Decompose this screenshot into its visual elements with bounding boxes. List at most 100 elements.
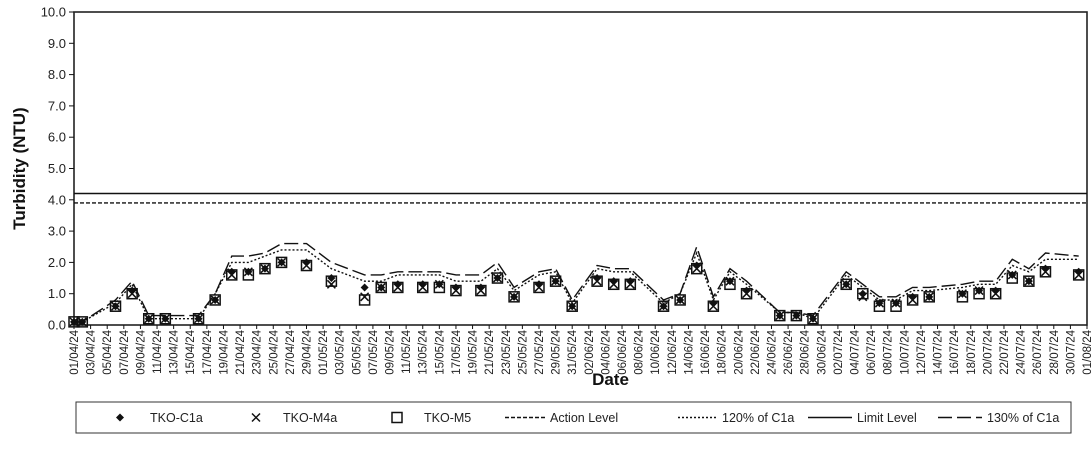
y-tick-label: 0.0 bbox=[48, 318, 66, 333]
x-tick-label: 10/07/24 bbox=[899, 329, 911, 374]
y-tick-label: 3.0 bbox=[48, 224, 66, 239]
data-point-square bbox=[242, 269, 255, 281]
x-tick-label: 09/05/24 bbox=[385, 329, 397, 374]
data-point-square bbox=[840, 278, 852, 291]
data-point-cross bbox=[376, 282, 386, 292]
data-point-cross bbox=[908, 295, 918, 305]
data-point-cross bbox=[742, 289, 752, 299]
x-tick-label: 03/05/24 bbox=[335, 329, 347, 374]
x-tick-label: 17/04/24 bbox=[202, 329, 214, 374]
data-point-square bbox=[1039, 266, 1052, 278]
y-tick-label: 2.0 bbox=[48, 255, 66, 270]
legend-label: Limit Level bbox=[857, 411, 917, 425]
data-point-square bbox=[591, 275, 603, 287]
y-tick-label: 5.0 bbox=[48, 161, 66, 176]
x-tick-label: 15/05/24 bbox=[434, 329, 446, 374]
data-point-square bbox=[923, 291, 935, 303]
data-point-cross bbox=[924, 292, 934, 302]
y-tick-label: 6.0 bbox=[48, 130, 66, 145]
x-tick-label: 30/07/24 bbox=[1065, 329, 1077, 374]
data-point-square bbox=[450, 284, 462, 297]
data-point-square bbox=[657, 300, 670, 312]
x-tick-label: 30/06/24 bbox=[816, 329, 828, 374]
x-tick-label: 19/05/24 bbox=[468, 329, 480, 374]
y-tick-label: 4.0 bbox=[48, 192, 66, 207]
x-tick-label: 10/06/24 bbox=[650, 329, 662, 374]
x-tick-label: 16/06/24 bbox=[700, 329, 712, 374]
data-point-cross bbox=[301, 260, 312, 271]
y-tick-label: 9.0 bbox=[48, 36, 66, 51]
data-point-square bbox=[1072, 269, 1085, 281]
data-point-square bbox=[142, 312, 155, 325]
data-point-cross bbox=[476, 286, 486, 296]
data-point-cross bbox=[393, 282, 403, 292]
legend-box bbox=[75, 401, 1072, 434]
data-point-square bbox=[674, 294, 686, 306]
data-point-square bbox=[690, 262, 703, 275]
x-tick-label: 19/04/24 bbox=[218, 329, 230, 374]
data-point-square bbox=[890, 300, 902, 312]
legend-label: TKO-M4a bbox=[283, 411, 337, 425]
data-point-square bbox=[433, 281, 446, 294]
legend-label: TKO-M5 bbox=[424, 411, 471, 425]
data-point-square bbox=[475, 284, 487, 297]
data-point-cross bbox=[360, 292, 370, 302]
data-point-cross bbox=[841, 279, 851, 289]
data-point-diamond bbox=[360, 283, 369, 292]
x-tick-label: 13/04/24 bbox=[169, 329, 181, 374]
series-tko-m4a bbox=[69, 257, 1084, 327]
x-tick-label: 22/07/24 bbox=[999, 329, 1011, 374]
data-point-cross bbox=[874, 298, 884, 308]
x-tick-label: 25/05/24 bbox=[517, 329, 529, 374]
data-point-cross bbox=[110, 301, 121, 311]
data-point-cross bbox=[808, 314, 818, 324]
data-point-cross bbox=[858, 292, 868, 302]
x-tick-label: 04/07/24 bbox=[850, 329, 862, 374]
data-point-square bbox=[300, 259, 313, 272]
x-tick-label: 24/06/24 bbox=[766, 329, 778, 374]
data-point-square bbox=[192, 312, 205, 325]
x-tick-label: 08/06/24 bbox=[634, 329, 646, 374]
data-point-cross bbox=[260, 264, 270, 274]
legend: TKO-C1a TKO-M4a TKO-M5 Action Level 120% of … bbox=[75, 401, 1072, 434]
data-point-square bbox=[1006, 272, 1019, 284]
legend-item-limit-level: Limit Level bbox=[808, 411, 917, 425]
x-tick-label: 18/06/24 bbox=[717, 329, 729, 374]
data-point-cross bbox=[451, 286, 461, 296]
x-axis-ticks: 01/04/24 03/04/24 05/04/24 07/04/24 09/04/24… bbox=[69, 325, 1092, 375]
data-point-square bbox=[126, 287, 138, 300]
data-point-square bbox=[491, 272, 504, 284]
x-tick-label: 20/07/24 bbox=[982, 329, 994, 374]
data-point-cross bbox=[692, 264, 702, 274]
data-point-cross bbox=[326, 279, 336, 289]
data-point-cross bbox=[509, 292, 519, 302]
legend-item-tko-m5: TKO-M5 bbox=[391, 411, 471, 425]
data-point-diamond bbox=[116, 413, 124, 422]
x-tick-label: 08/07/24 bbox=[883, 329, 895, 374]
x-tick-label: 22/06/24 bbox=[750, 329, 762, 374]
data-point-square bbox=[566, 300, 578, 312]
data-point-square bbox=[533, 281, 545, 294]
x-tick-label: 05/05/24 bbox=[351, 329, 363, 374]
data-point-square bbox=[325, 275, 338, 287]
data-point-cross bbox=[957, 289, 967, 299]
x-tick-label: 26/06/24 bbox=[783, 329, 795, 374]
x-tick-label: 28/06/24 bbox=[800, 329, 812, 374]
x-tick-label: 14/06/24 bbox=[683, 329, 695, 374]
x-tick-label: 03/04/24 bbox=[86, 329, 98, 374]
x-tick-label: 28/07/24 bbox=[1049, 329, 1061, 374]
data-point-cross bbox=[434, 279, 444, 289]
data-point-cross bbox=[725, 276, 735, 286]
data-point-square bbox=[259, 262, 271, 275]
x-tick-label: 07/05/24 bbox=[368, 329, 380, 374]
data-point-cross bbox=[227, 270, 237, 280]
data-point-square bbox=[624, 278, 637, 291]
x-tick-label: 05/04/24 bbox=[102, 329, 114, 374]
y-tick-label: 1.0 bbox=[48, 286, 66, 301]
legend-item-120-of-c1a: 120% of C1a bbox=[678, 411, 794, 425]
data-point-square bbox=[774, 309, 786, 322]
x-tick-label: 09/04/24 bbox=[135, 329, 147, 374]
data-point-cross bbox=[592, 276, 602, 286]
